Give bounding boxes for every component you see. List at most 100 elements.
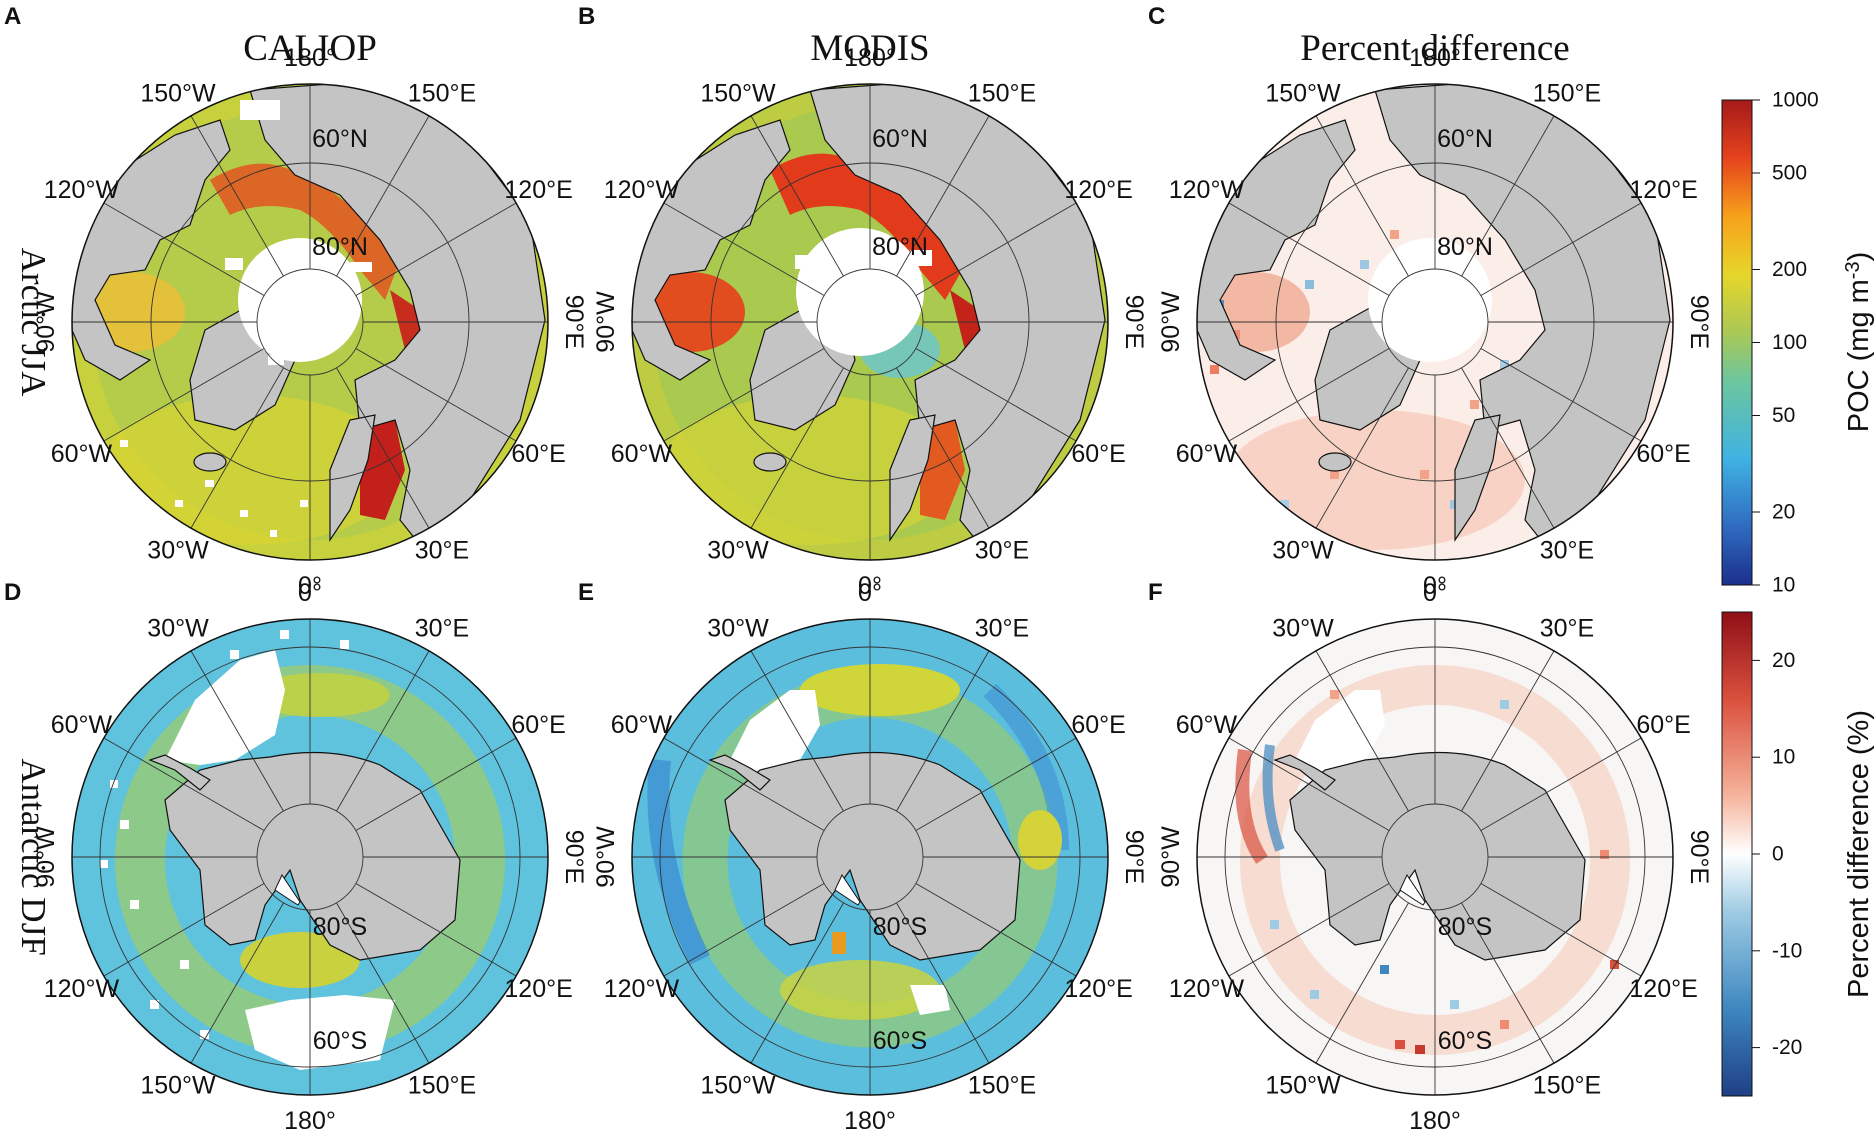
longitude-label: 30°W (147, 537, 209, 565)
colorbar-poc-title: POC (mg m-3) (1842, 252, 1875, 433)
panel-letter-c: C (1148, 3, 1165, 30)
white-sea-red (920, 420, 965, 520)
panel-letter-f: F (1148, 579, 1163, 606)
latitude-label: 60°N (1437, 125, 1493, 153)
latitude-label: 80°S (873, 913, 927, 941)
map-panel-c-difference-arctic (1196, 83, 1674, 561)
longitude-label: 0° (298, 579, 322, 607)
longitude-label: 60°E (511, 440, 565, 468)
longitude-label: 90°W (32, 291, 60, 353)
colorbar-tick-label: 50 (1772, 404, 1795, 427)
no-data-ice-edge (795, 255, 815, 269)
longitude-label: 30°W (147, 614, 209, 642)
colorbar-tick-label: 200 (1772, 258, 1807, 281)
land-iceland (1318, 452, 1352, 472)
longitude-label: 90°E (560, 295, 588, 349)
colorbar-difference-ticks: 20 10 0 -10 -20 (1752, 649, 1802, 1059)
longitude-label: 90°E (1120, 295, 1148, 349)
longitude-label: 120°E (1629, 975, 1697, 1003)
colorbar-tick-label: 1000 (1772, 89, 1819, 112)
no-data-weddell (1295, 690, 1385, 775)
longitude-label: 180° (1409, 44, 1461, 72)
no-data-ice-edge (910, 250, 932, 266)
longitude-label: 90°W (1157, 826, 1185, 888)
colorbar-tick-label: 500 (1772, 161, 1807, 184)
longitude-label: 150°W (1265, 1072, 1341, 1100)
map-border (1196, 618, 1674, 1096)
longitude-label: 120°E (1064, 975, 1132, 1003)
map-border (71, 618, 549, 1096)
colorbar-difference-title: Percent difference (%) (1843, 710, 1875, 998)
graticule (72, 619, 548, 1095)
latitude-label: 80°S (1438, 913, 1492, 941)
land-antarctic-peninsula (708, 754, 771, 791)
longitude-label: 60°E (1636, 711, 1690, 739)
longitude-label: 90°W (592, 826, 620, 888)
atlantic-light-red (1225, 410, 1525, 550)
longitude-label: 0° (1423, 572, 1447, 600)
yellow-ross (240, 932, 360, 988)
map-panel-b-modis-arctic (631, 83, 1109, 561)
no-data-ross (910, 985, 950, 1015)
panel-letter-b: B (578, 3, 595, 30)
longitude-label: 30°W (1272, 537, 1334, 565)
panel-letter-a: A (4, 3, 21, 30)
colorbar-poc-ticks: 1000 500 200 100 50 20 10 (1752, 89, 1819, 597)
row-title-arctic: Arctic JJA (14, 248, 53, 397)
land-antarctica (1289, 751, 1586, 961)
longitude-label: 150°E (1533, 1072, 1601, 1100)
longitude-label: 90°W (592, 291, 620, 353)
no-data-ice (1368, 238, 1492, 362)
atlantic-yellow (100, 395, 400, 545)
land-antarctic-peninsula (148, 754, 211, 791)
longitude-label: 180° (284, 44, 336, 72)
longitude-label: 60°W (611, 440, 673, 468)
colorbar-tick-label: 10 (1772, 574, 1795, 597)
longitude-label: 60°W (51, 440, 113, 468)
graticule (1197, 619, 1673, 1095)
latitude-label: 80°N (1437, 233, 1493, 261)
longitude-label: 60°W (1176, 711, 1238, 739)
colorbar-tick-label: 100 (1772, 331, 1807, 354)
colorbar-tick-label: 20 (1772, 649, 1795, 672)
no-data-ice (238, 238, 362, 362)
ross-ice-shelf (834, 873, 861, 906)
map-border (631, 618, 1109, 1096)
ross-ice-shelf (1399, 873, 1426, 906)
land-scandinavia (1454, 414, 1501, 542)
no-data-ice (796, 228, 924, 356)
row-title-antarctic: Antarctic DJF (14, 758, 53, 955)
longitude-label: 150°W (140, 1072, 216, 1100)
white-sea-red (360, 420, 405, 520)
graticule (1197, 84, 1673, 560)
yellow-weddell (250, 673, 390, 717)
longitude-label: 90°E (560, 830, 588, 884)
longitude-label: 120°W (1169, 176, 1245, 204)
land-scandinavia (329, 414, 376, 542)
longitude-label: 150°W (700, 1072, 776, 1100)
no-data-ice-edge (240, 100, 280, 120)
longitude-label: 0° (858, 572, 882, 600)
no-data-ice-edge (350, 262, 372, 272)
map-border (631, 83, 1109, 561)
longitude-label: 180° (844, 44, 896, 72)
longitude-labels: 180° 150°E 120°E 90°E 60°E 30°E 0° 30°W 60°W 90°W… (32, 44, 1713, 1129)
longitude-label: 120°E (1064, 176, 1132, 204)
longitude-label: 120°W (44, 975, 120, 1003)
colorbar-tick-label: -10 (1772, 939, 1802, 962)
longitude-label: 150°E (1533, 79, 1601, 107)
panel-letter-d: D (4, 579, 21, 606)
panel-letter-e: E (578, 579, 594, 606)
longitude-label: 30°E (1540, 614, 1594, 642)
yellow-east (1018, 810, 1062, 870)
longitude-label: 90°W (1157, 291, 1185, 353)
land-eurasia (1374, 84, 1671, 546)
longitude-label: 30°E (415, 537, 469, 565)
longitude-label: 150°W (1265, 79, 1341, 107)
longitude-label: 150°E (968, 1072, 1036, 1100)
difference-cells (1270, 690, 1619, 1054)
yellow-ross (780, 960, 940, 1020)
map-panel-d-caliop-antarctic (71, 618, 549, 1096)
longitude-label: 150°W (700, 79, 776, 107)
